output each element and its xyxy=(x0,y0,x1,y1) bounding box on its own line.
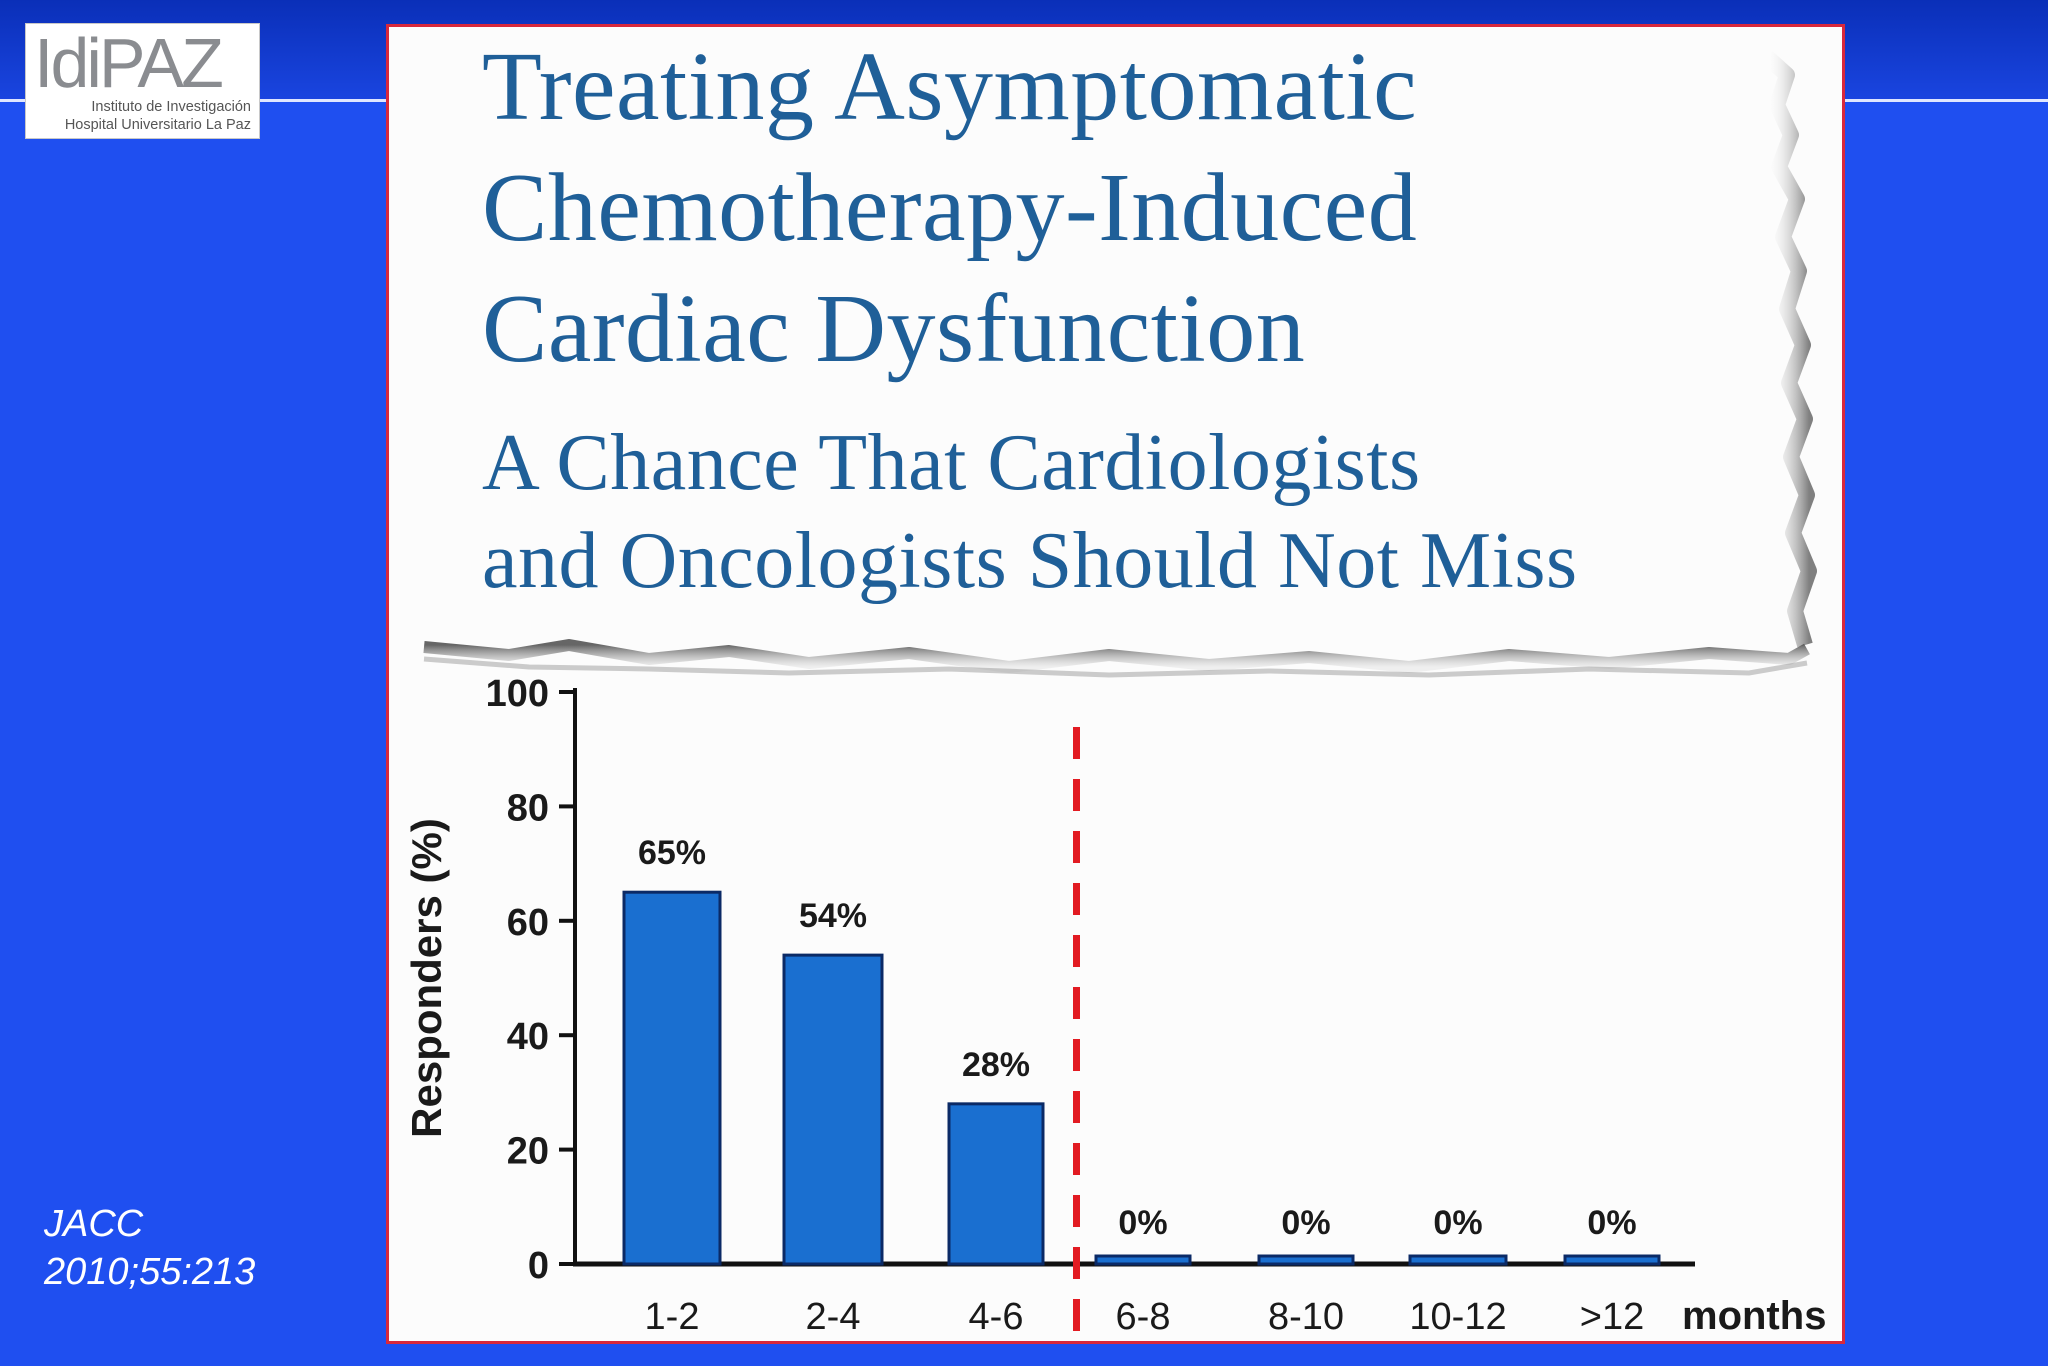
data-label: 0% xyxy=(1433,1204,1482,1242)
data-label: 0% xyxy=(1281,1204,1330,1242)
article-title-line: Cardiac Dysfunction xyxy=(482,275,1306,383)
slide-panel: Treating Asymptomatic Chemotherapy-Induc… xyxy=(386,24,1845,1344)
logo-institute-name: Instituto de Investigación xyxy=(91,99,251,115)
y-axis-label: Responders (%) xyxy=(403,818,450,1138)
x-tick-label: 6-8 xyxy=(1116,1296,1171,1338)
x-tick-label: 8-10 xyxy=(1268,1296,1344,1338)
article-subtitle-line: and Oncologists Should Not Miss xyxy=(482,517,1578,605)
article-subtitle-line: A Chance That Cardiologists xyxy=(482,419,1421,507)
bar-6-8 xyxy=(1094,1254,1192,1266)
article-heading: Treating Asymptomatic Chemotherapy-Induc… xyxy=(482,27,1578,610)
x-tick-label: 10-12 xyxy=(1409,1296,1506,1338)
x-tick-label: 4-6 xyxy=(969,1296,1024,1338)
data-label: 28% xyxy=(962,1046,1030,1084)
bar->12 xyxy=(1563,1254,1661,1266)
y-tick-label: 80 xyxy=(507,787,549,829)
x-tick-label: 2-4 xyxy=(806,1296,861,1338)
bar-8-10 xyxy=(1257,1254,1355,1266)
x-axis-label: months xyxy=(1682,1294,1826,1338)
y-tick-label: 20 xyxy=(507,1131,549,1173)
logo-wordmark: IdiPAZ xyxy=(34,24,224,102)
y-tick-label: 60 xyxy=(507,902,549,944)
x-tick-label: >12 xyxy=(1580,1296,1644,1338)
article-subtitle: A Chance That Cardiologists and Oncologi… xyxy=(482,414,1578,610)
citation: JACC 2010;55:213 xyxy=(44,1200,255,1296)
article-title-line: Treating Asymptomatic xyxy=(482,33,1418,141)
citation-reference: 2010;55:213 xyxy=(44,1251,256,1293)
responders-bar-chart: 0 20 40 60 80 100 Responders (%) 65% 1-2 54% 2-4 28… xyxy=(403,673,1826,1341)
y-tick-label: 0 xyxy=(528,1245,549,1287)
bar-10-12 xyxy=(1408,1254,1508,1266)
data-label: 0% xyxy=(1118,1204,1167,1242)
bar-1-2 xyxy=(622,890,722,1266)
y-tick-label: 40 xyxy=(507,1016,549,1058)
article-title-line: Chemotherapy-Induced xyxy=(482,154,1418,262)
x-tick-label: 1-2 xyxy=(645,1296,700,1338)
bar-2-4 xyxy=(782,953,884,1266)
data-label: 54% xyxy=(799,897,867,935)
logo-hospital-name: Hospital Universitario La Paz xyxy=(64,117,251,133)
torn-paper-clipping xyxy=(389,27,1842,717)
citation-journal: JACC xyxy=(44,1203,144,1245)
y-tick-label: 100 xyxy=(486,673,549,715)
data-label: 0% xyxy=(1587,1204,1636,1242)
data-label: 65% xyxy=(638,834,706,872)
logo: IdiPAZ Instituto de Investigación Hospit… xyxy=(25,23,260,139)
bar-4-6 xyxy=(947,1102,1045,1266)
